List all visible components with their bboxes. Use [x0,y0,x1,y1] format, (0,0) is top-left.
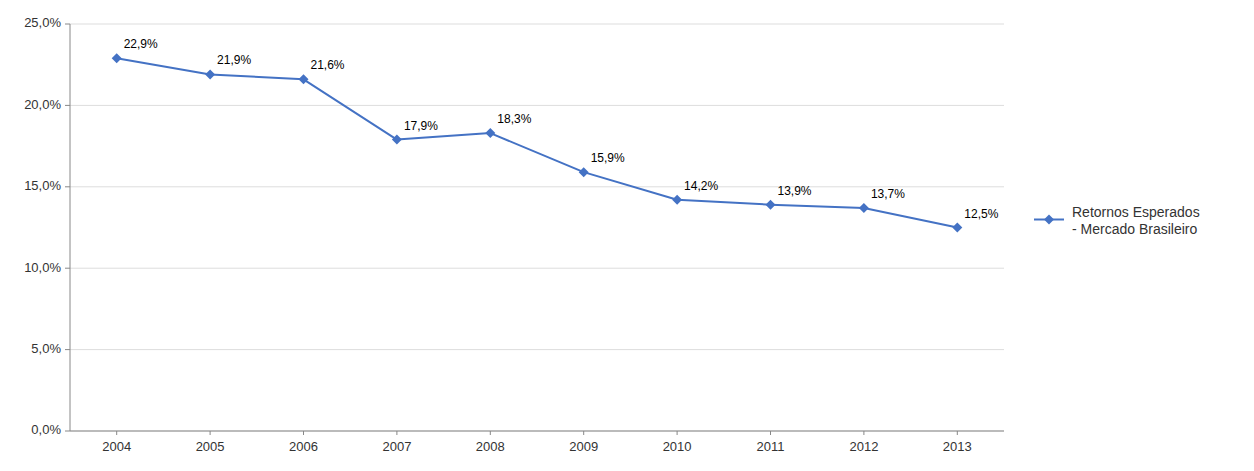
series-marker [672,195,682,205]
series-marker [952,223,962,233]
x-tick-label: 2012 [849,439,878,454]
y-axis-line [70,24,71,431]
x-tick [957,431,958,435]
data-label: 17,9% [404,119,438,133]
grid-line [70,268,1004,269]
data-label: 13,7% [871,187,905,201]
grid-line [70,349,1004,350]
x-axis: 2004 2005 2006 2007 2008 2009 2010 2011 2012 2013 [70,431,1004,454]
series-marker [579,167,589,177]
legend-marker [1044,215,1054,225]
x-tick-label: 2010 [663,439,692,454]
y-tick [65,349,70,350]
x-tick-label: 2013 [943,439,972,454]
series-marker [205,69,215,79]
data-label: 14,2% [684,179,718,193]
y-tick [65,431,70,432]
x-tick [677,431,678,435]
grid-line [70,105,1004,106]
series-marker [392,135,402,145]
y-tick-label: 0,0% [31,422,61,437]
data-label: 15,9% [591,151,625,165]
x-tick-label: 2006 [289,439,318,454]
series-marker [485,128,495,138]
series-marker [766,200,776,210]
data-label: 21,9% [217,53,251,67]
y-tick [65,24,70,25]
data-label: 22,9% [124,37,158,51]
x-tick [863,431,864,435]
x-tick-label: 2005 [196,439,225,454]
x-tick [583,431,584,435]
chart-svg: 0,0% 5,0% 10,0% 15,0% 20,0% 25,0% 2004 2005 2006… [0,0,1254,471]
chart-container: 0,0% 5,0% 10,0% 15,0% 20,0% 25,0% 2004 2005 2006… [0,0,1254,471]
legend: Retornos Esperados- Mercado Brasileiro [1034,204,1200,237]
series-marker [299,74,309,84]
x-tick-label: 2008 [476,439,505,454]
legend-label-line: - Mercado Brasileiro [1072,221,1197,237]
y-tick [65,268,70,269]
data-label: 18,3% [497,112,531,126]
y-tick-label: 25,0% [24,15,61,30]
x-tick [210,431,211,435]
grid-line [70,186,1004,187]
legend-label-line: Retornos Esperados [1072,204,1200,220]
series-line [117,58,958,227]
series-marker [859,203,869,213]
y-tick [65,105,70,106]
series-marker [112,53,122,63]
x-tick [770,431,771,435]
plot-area [112,53,963,232]
x-tick [396,431,397,435]
data-label: 21,6% [311,58,345,72]
x-tick [116,431,117,435]
x-tick [303,431,304,435]
y-tick-label: 5,0% [31,341,61,356]
y-axis: 0,0% 5,0% 10,0% 15,0% 20,0% 25,0% [24,15,1004,437]
data-label: 13,9% [778,184,812,198]
y-tick-label: 20,0% [24,97,61,112]
x-tick-label: 2011 [757,439,785,454]
x-tick-label: 2007 [382,439,411,454]
x-tick-label: 2004 [102,439,131,454]
x-tick [490,431,491,435]
grid-line [70,24,1004,25]
y-tick-label: 15,0% [24,178,61,193]
x-tick-label: 2009 [569,439,598,454]
data-label: 12,5% [964,207,998,221]
y-tick [65,186,70,187]
legend-label: Retornos Esperados- Mercado Brasileiro [1072,204,1200,237]
data-labels: 22,9% 21,9% 21,6% 17,9% 18,3% 15,9% 14,2% 13,9%… [124,37,999,220]
y-tick-label: 10,0% [24,260,61,275]
